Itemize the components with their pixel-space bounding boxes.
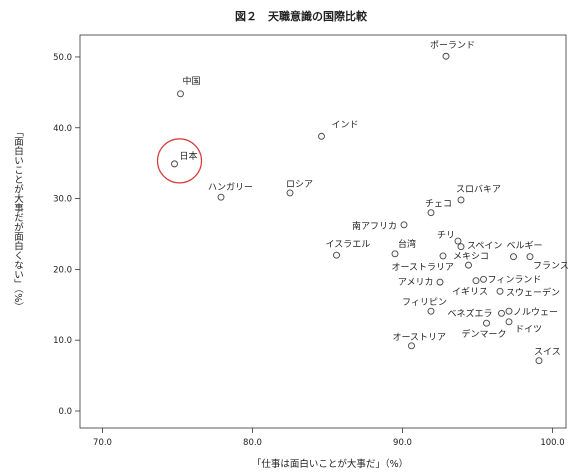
y-tick-label: 50.0 [53, 53, 72, 63]
point-label: イスラエル [326, 239, 371, 250]
data-point [511, 254, 517, 260]
data-point [497, 288, 503, 294]
y-tick-label: 40.0 [53, 124, 72, 134]
x-tick-label: 100.0 [540, 438, 564, 448]
point-label: ハンガリー [208, 182, 253, 193]
plot-frame [80, 35, 566, 428]
point-label: オーストリア [393, 332, 447, 343]
data-point [455, 238, 461, 244]
point-label: 中国 [183, 75, 201, 87]
y-axis-ticks: 0.0 10.0 20.0 30.0 40.0 50.0 [53, 53, 80, 417]
point-label: インド [332, 120, 359, 130]
point-label: ロシア [286, 180, 313, 190]
point-label: スペイン [467, 242, 502, 252]
data-point [218, 194, 224, 200]
data-point [401, 222, 407, 228]
data-point [473, 278, 479, 284]
point-label: スウェーデン [506, 286, 560, 298]
data-point [506, 319, 512, 325]
x-tick-label: 90.0 [393, 438, 412, 448]
point-label: スイス [534, 348, 561, 358]
point-label: デンマーク [462, 328, 507, 340]
point-label: アメリカ [398, 277, 434, 288]
point-label: ノルウェー [513, 307, 558, 318]
x-axis-ticks: 70.0 80.0 90.0 100.0 [93, 428, 565, 448]
x-tick-label: 70.0 [93, 438, 112, 448]
y-tick-label: 20.0 [53, 265, 72, 275]
data-point [172, 161, 178, 167]
data-point [319, 133, 325, 139]
data-point [287, 190, 293, 196]
data-point [506, 308, 512, 314]
y-tick-label: 10.0 [53, 336, 72, 346]
data-point [178, 91, 184, 97]
point-label: ポーランド [430, 40, 475, 51]
data-point [527, 254, 533, 260]
data-point [499, 310, 505, 316]
point-label: 日本 [180, 150, 198, 162]
point-label: フランス [533, 261, 569, 272]
y-axis-label: 「面白いことが大事だが面白くない」（%） [9, 23, 25, 416]
point-label: ドイツ [515, 325, 542, 335]
data-point [443, 53, 449, 59]
point-label: メキシコ [453, 252, 489, 262]
data-point [409, 343, 415, 349]
data-point [458, 244, 464, 250]
point-label: スロバキア [456, 184, 501, 195]
data-point [481, 276, 487, 282]
data-point [428, 308, 434, 314]
data-point [458, 197, 464, 203]
point-label: 台湾 [398, 238, 416, 250]
data-point [440, 253, 446, 259]
data-point [437, 279, 443, 285]
data-point [334, 252, 340, 258]
data-point [536, 358, 542, 364]
x-tick-label: 80.0 [243, 438, 262, 448]
data-point [466, 262, 472, 268]
y-tick-label: 30.0 [53, 195, 72, 205]
point-label: オーストラリア [392, 262, 455, 273]
point-label: ベルギー [507, 241, 543, 252]
point-label: 南アフリカ [352, 220, 397, 232]
data-point [392, 251, 398, 257]
data-point [428, 210, 434, 216]
point-label: ベネズエラ [448, 307, 493, 319]
point-label: フィンランド [488, 274, 542, 285]
data-point [484, 320, 490, 326]
point-label: イギリス [452, 287, 488, 298]
point-label: チェコ [425, 199, 452, 210]
point-label: フィリピン [402, 297, 447, 308]
point-label: チリ [437, 230, 455, 241]
x-axis-label: 「仕事は面白いことが大事だ」（%） [252, 458, 408, 470]
chart-title: 図２ 天職意識の国際比較 [235, 9, 368, 23]
y-tick-label: 0.0 [58, 407, 72, 417]
